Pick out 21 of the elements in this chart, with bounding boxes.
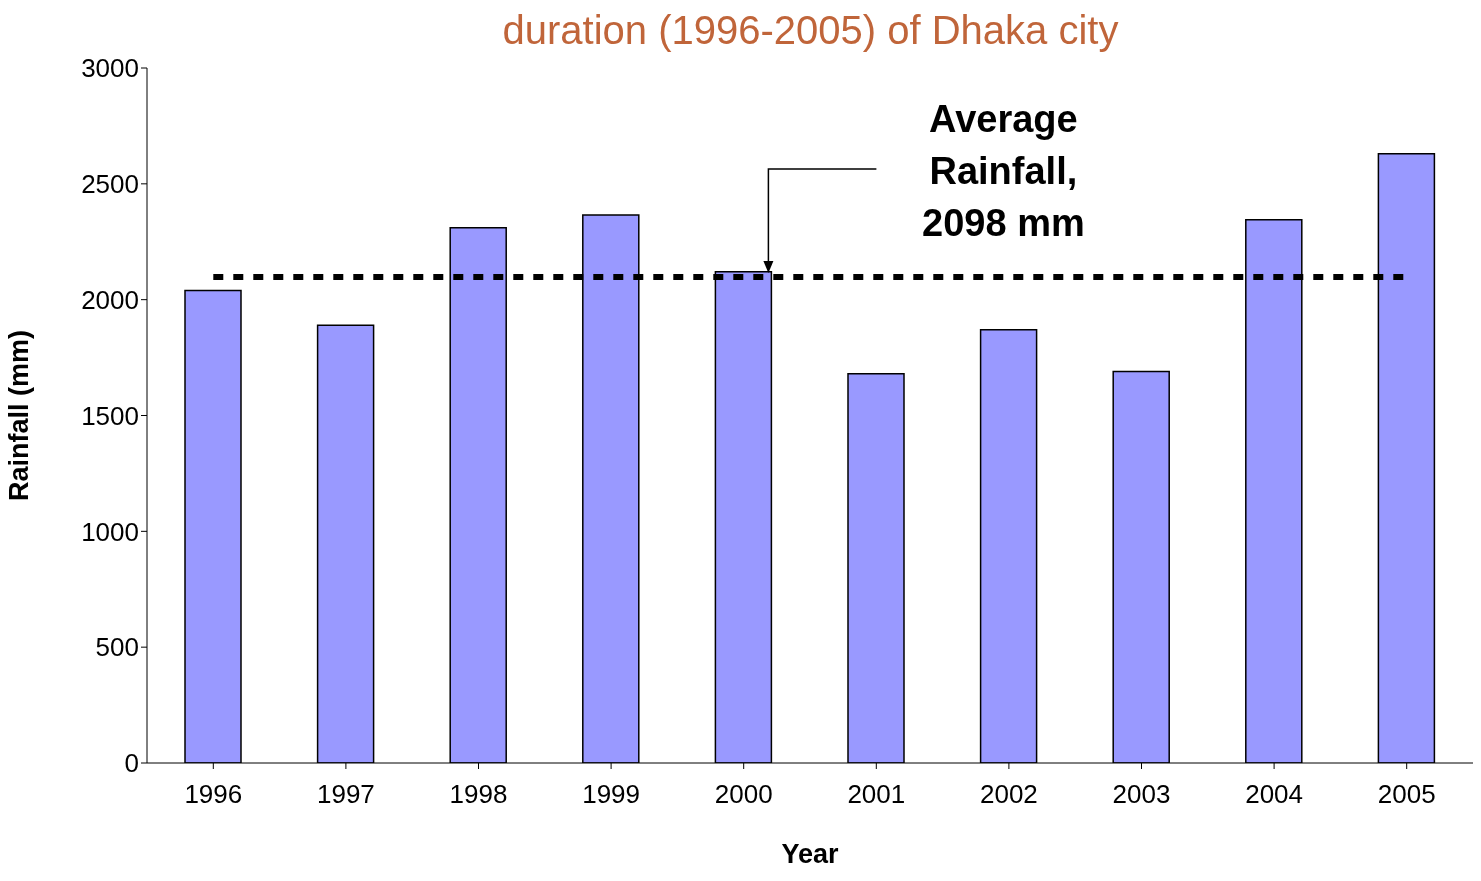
chart-title: duration (1996-2005) of Dhaka city <box>501 8 1120 53</box>
y-tick-label: 1000 <box>81 516 139 547</box>
y-tick-label: 2000 <box>81 284 139 315</box>
x-tick-label: 1998 <box>449 779 508 810</box>
x-tick-label: 1997 <box>316 779 375 810</box>
x-tick-label: 2005 <box>1377 779 1436 810</box>
x-tick-label: 2000 <box>714 779 773 810</box>
y-axis-title: Rainfall (mm) <box>3 329 34 502</box>
y-tick-label: 2500 <box>81 169 139 200</box>
x-tick-label: 2002 <box>979 779 1038 810</box>
x-tick-label: 2004 <box>1245 779 1304 810</box>
y-tick-label: 500 <box>95 632 139 663</box>
y-tick-label: 3000 <box>81 53 139 84</box>
y-tick-label: 1500 <box>81 400 139 431</box>
x-tick-label: 1999 <box>582 779 641 810</box>
x-tick-label: 1996 <box>184 779 243 810</box>
y-tick-label: 0 <box>124 748 139 779</box>
x-tick-label: 2003 <box>1112 779 1171 810</box>
x-tick-label: 2001 <box>847 779 906 810</box>
ref-line-label: Average Rainfall, 2098 mm <box>922 97 1085 244</box>
x-axis-title: Year <box>781 839 840 869</box>
